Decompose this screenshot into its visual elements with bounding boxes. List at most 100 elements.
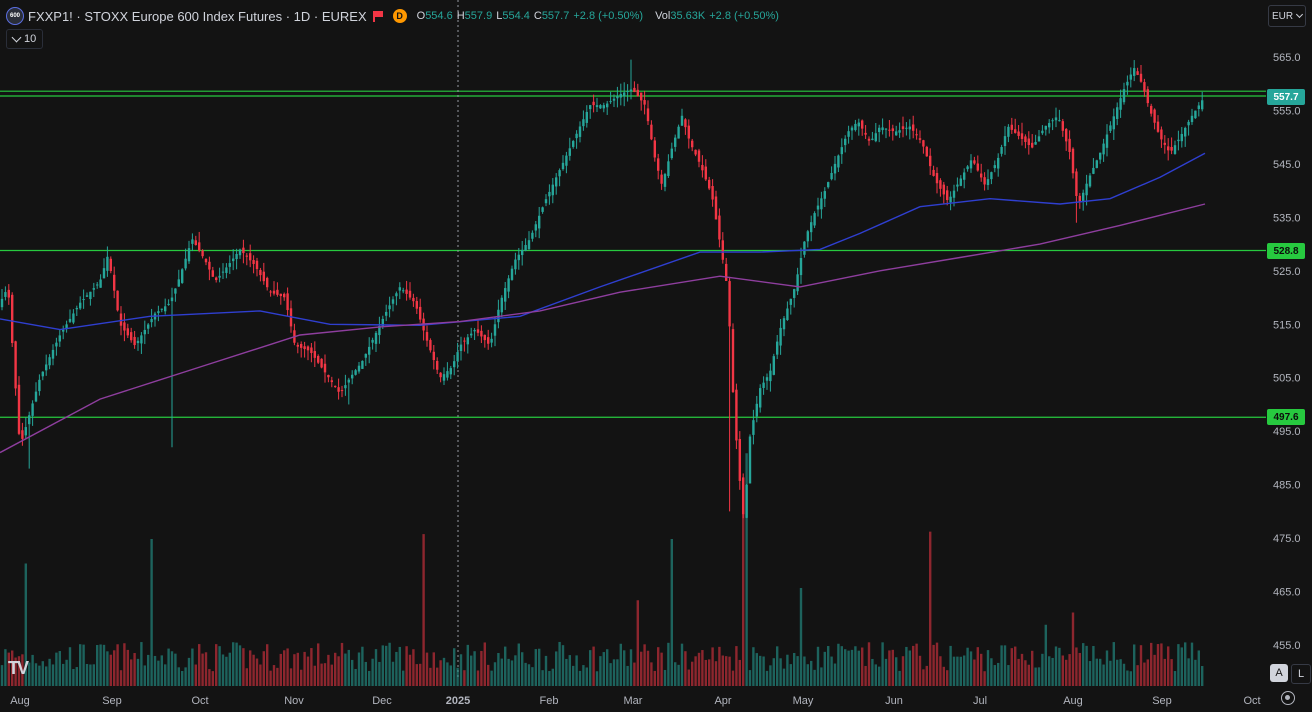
volume-bar (123, 643, 126, 686)
candle-body (966, 166, 969, 170)
candle-body (752, 420, 755, 435)
volume-bar (748, 670, 752, 686)
candle-body (201, 250, 204, 257)
gear-icon[interactable] (1281, 691, 1295, 705)
volume-bar (1085, 645, 1088, 686)
time-axis-label: Aug (1063, 695, 1083, 707)
candle-body (276, 289, 279, 295)
volume-bar (575, 655, 578, 686)
candle-body (895, 131, 898, 136)
volume-bar (303, 651, 306, 686)
candle-body (691, 140, 694, 148)
candle-body (612, 98, 616, 101)
price-axis-label: 495.0 (1273, 426, 1301, 438)
volume-bar (881, 642, 884, 686)
symbol-logo-icon[interactable]: 600 (6, 7, 24, 25)
volume-bar (745, 453, 748, 686)
candle-body (296, 344, 299, 347)
volume-bar (1092, 646, 1095, 686)
volume-bar (218, 646, 221, 686)
log-scale-button[interactable]: L (1291, 664, 1311, 684)
volume-bar (854, 646, 857, 686)
candle-body (1173, 145, 1177, 154)
candle-body (748, 436, 752, 484)
indicator-toggle[interactable]: 10 (6, 29, 44, 49)
volume-bar (361, 646, 364, 686)
volume-bar (527, 664, 531, 686)
volume-bar (1160, 643, 1163, 686)
volume-bar (623, 650, 626, 686)
volume-bar (922, 669, 925, 686)
symbol-title[interactable]: FXXP1! · STOXX Europe 600 Index Futures … (28, 8, 367, 24)
candle-body (837, 155, 840, 168)
volume-bar (201, 653, 204, 686)
candle-body (21, 430, 24, 439)
candle-body (840, 147, 843, 155)
price-axis: 565.0 555.0 545.0 535.0 525.0 515.0 505.0 495.0… (1273, 52, 1301, 652)
volume-bar (629, 649, 633, 686)
candle-body (347, 379, 350, 383)
candle-body (918, 138, 922, 140)
candle-body (1156, 121, 1160, 132)
candle-body (993, 165, 996, 169)
candle-body (1088, 175, 1092, 187)
time-axis-label: Aug (10, 695, 30, 707)
candle-body (337, 387, 340, 392)
candle-body (1177, 139, 1180, 142)
candle-body (147, 324, 150, 329)
volume-bar (867, 642, 871, 686)
candle-body (650, 124, 653, 140)
volume-bar (1112, 642, 1115, 686)
volume-bar (891, 649, 894, 686)
candle-body (184, 258, 187, 269)
open-label: O (416, 10, 426, 22)
candle-body (602, 105, 605, 109)
volume-bar (208, 669, 211, 686)
flag-icon[interactable] (372, 10, 383, 22)
volume-bar (762, 656, 765, 686)
volume-bar (986, 650, 990, 686)
volume-bar (728, 656, 731, 686)
candle-body (51, 349, 55, 359)
volume-bar (997, 662, 1000, 686)
volume-value: 35.63K (670, 10, 706, 22)
candle-body (1027, 138, 1030, 146)
volume-bar (232, 642, 235, 686)
candle-body (38, 379, 41, 392)
candle-body (218, 275, 221, 278)
volume-bar (266, 644, 269, 686)
candle-body (949, 196, 952, 203)
candle-body (646, 108, 650, 122)
auto-scale-button[interactable]: A (1270, 664, 1288, 682)
candle-body (524, 245, 527, 251)
volume-bar (1194, 659, 1197, 686)
volume-bar (483, 642, 486, 686)
candle-body (235, 253, 238, 260)
candle-body (973, 160, 976, 164)
volume-bar (184, 667, 187, 686)
candle-body (208, 261, 211, 270)
volume-bar (1031, 650, 1034, 686)
volume-bar (337, 656, 340, 686)
volume-bar (187, 657, 191, 686)
volume-bar (177, 667, 180, 686)
volume-bar (388, 642, 391, 686)
candle-body (891, 128, 894, 132)
volume-bar (1143, 662, 1146, 686)
data-badge[interactable]: D (392, 9, 407, 23)
volume-bar (442, 657, 446, 686)
candle-body (1119, 98, 1122, 110)
level-price-tag-upper: 528.8 (1267, 243, 1305, 259)
volume-bar (636, 600, 639, 686)
candle-body (351, 374, 354, 379)
candle-body (398, 287, 401, 291)
volume-bar (905, 646, 908, 686)
volume-bar (687, 669, 690, 686)
volume-bar (194, 664, 197, 686)
tradingview-logo[interactable]: TV (8, 658, 29, 678)
volume-bar (459, 654, 463, 686)
volume-bar (606, 649, 609, 686)
volume-bar (619, 643, 622, 686)
currency-selector[interactable]: EUR (1268, 5, 1306, 27)
